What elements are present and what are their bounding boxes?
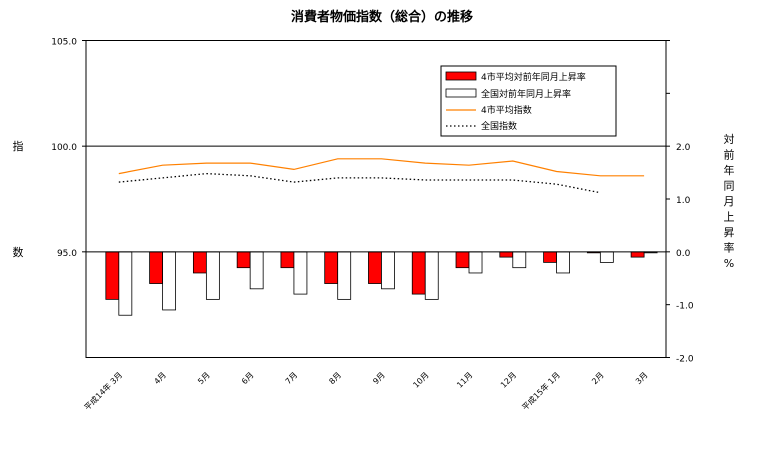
- bar-series1-10: [499, 251, 514, 258]
- bar-series2-6: [337, 251, 352, 300]
- bar-series2-5: [293, 251, 308, 295]
- bar-series1-9: [455, 251, 470, 269]
- bar-series1-7: [368, 251, 382, 284]
- bar-series2-11: [556, 251, 570, 274]
- right-tick-label-1: 2.0: [676, 143, 691, 153]
- legend-label-red-bar: 4市平均対前年同月上昇率: [481, 71, 586, 83]
- x-tick-label-5: 7月: [284, 371, 300, 387]
- legend: 4市平均対前年同月上昇率 全国対前年同月上昇率 4市平均指数 全国指数: [440, 65, 617, 137]
- right-axis-label-char-3: 年: [724, 163, 735, 177]
- right-axis-label-char-1: 対: [724, 132, 735, 146]
- bar-series2-8: [424, 251, 439, 300]
- bar-series2-3: [205, 251, 220, 300]
- bar-series2-10: [512, 251, 527, 269]
- x-tick-label-7: 9月: [371, 371, 387, 387]
- left-tick-label-3: 95.0: [57, 249, 77, 259]
- bar-series2-7: [381, 251, 395, 290]
- x-tick-label-13: 3月: [634, 371, 650, 387]
- right-tick-label-4: -1.0: [676, 302, 694, 312]
- chart-title: 消費者物価指数（総合）の推移: [291, 9, 473, 25]
- bar-series1-11: [543, 251, 557, 263]
- x-tick-label-11: 平成15年 1月: [520, 370, 562, 412]
- x-tick-label-9: 11月: [455, 371, 474, 390]
- legend-swatch-red-bar: [445, 71, 477, 81]
- right-axis-label-char-5: 月: [724, 195, 735, 208]
- x-tick-label-2: 4月: [152, 371, 168, 387]
- right-axis-label-char-7: 昇: [724, 226, 735, 239]
- right-axis-label-char-2: 前: [724, 148, 735, 162]
- right-tick-label-5: -2.0: [676, 355, 694, 365]
- x-tick-label-12: 2月: [590, 371, 606, 387]
- bar-series1-4: [236, 251, 251, 269]
- bar-series1-2: [149, 251, 164, 284]
- x-tick-label-4: 6月: [240, 371, 256, 387]
- x-tick-label-3: 5月: [196, 371, 212, 387]
- right-tick-label-2: 1.0: [676, 196, 691, 206]
- x-tick-label-8: 10月: [411, 371, 430, 390]
- right-axis-label-char-8: 率: [724, 241, 735, 255]
- left-axis-label-char-2: 数: [13, 246, 24, 259]
- right-axis-label-char-4: 同: [724, 180, 735, 193]
- bar-series2-1: [118, 251, 133, 316]
- axes-group: [82, 40, 670, 358]
- legend-swatch-white-bar: [445, 88, 477, 98]
- bar-series2-9: [468, 251, 483, 274]
- bar-series2-2: [162, 251, 177, 311]
- right-axis-label-char-6: 上: [724, 211, 735, 224]
- left-tick-label-2: 100.0: [51, 143, 77, 153]
- labels-group: 105.0 100.0 95.0 2.0 1.0 0.0 -1.0 -2.0 指数 対前年同月上昇…: [13, 38, 735, 413]
- legend-label-orange-line: 4市平均指数: [481, 104, 532, 116]
- bar-series1-1: [105, 251, 120, 300]
- bar-series2-4: [249, 251, 264, 290]
- left-tick-label-1: 105.0: [51, 38, 77, 48]
- lines-group: [118, 158, 645, 194]
- bar-series1-13: [630, 251, 645, 258]
- bars-group: [105, 251, 658, 316]
- bar-series1-5: [280, 251, 295, 269]
- line-series-2: [118, 172, 601, 194]
- legend-label-white-bar: 全国対前年同月上昇率: [481, 88, 571, 100]
- right-tick-label-3: 0.0: [676, 249, 691, 259]
- bar-series2-12: [599, 251, 614, 263]
- x-tick-label-6: 8月: [327, 371, 343, 387]
- legend-label-dotted-line: 全国指数: [481, 120, 517, 132]
- line-series-1: [118, 158, 645, 177]
- left-axis-label-char-1: 指: [13, 139, 24, 153]
- x-tick-label-10: 12月: [499, 371, 518, 390]
- bar-series1-3: [192, 251, 207, 274]
- bar-series1-6: [324, 251, 339, 284]
- right-axis-label-char-9: %: [724, 257, 734, 270]
- bar-series1-8: [411, 251, 426, 295]
- x-tick-label-1: 平成14年 3月: [82, 370, 124, 412]
